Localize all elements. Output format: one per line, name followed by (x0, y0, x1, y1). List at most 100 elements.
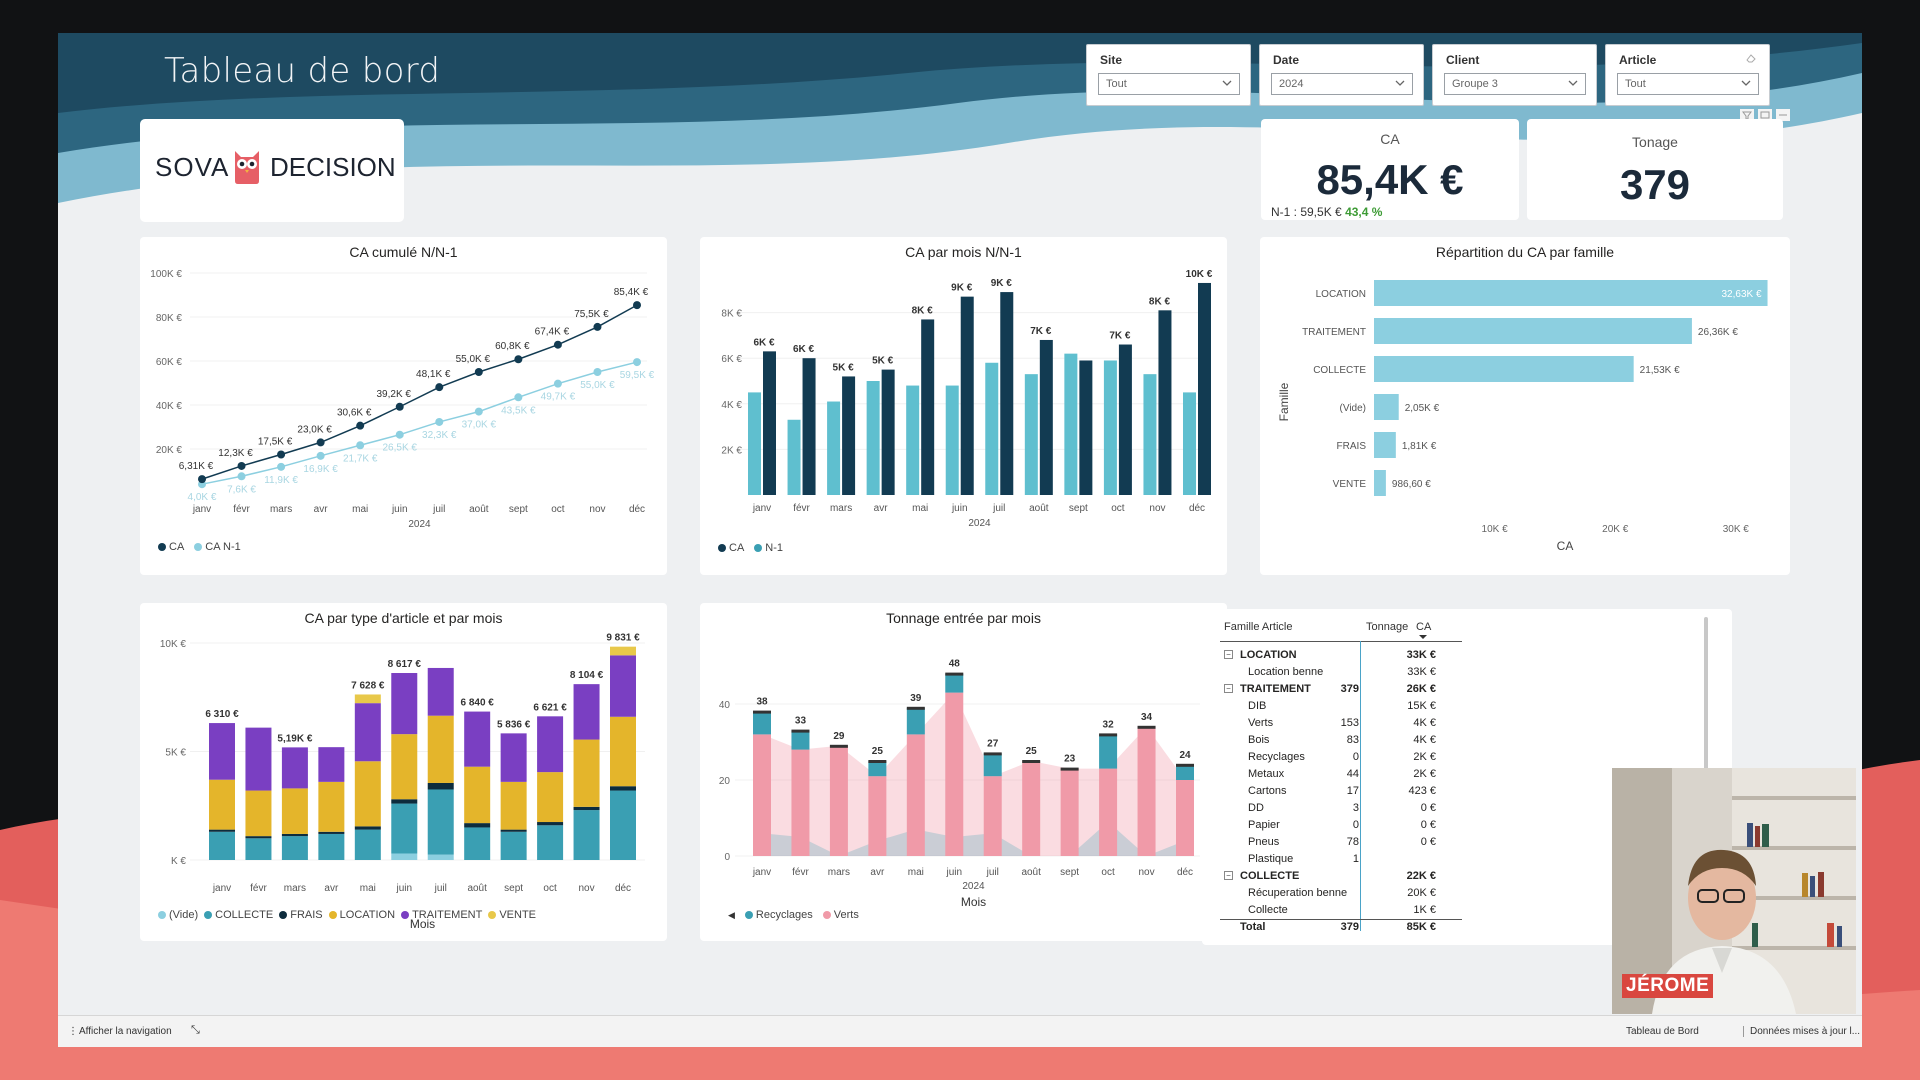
legend-item-frais[interactable]: FRAIS (279, 909, 323, 921)
legend-swatch (488, 911, 497, 919)
chart-ca-par-mois[interactable]: CA par mois N/N-1 2K € 4K € 6K € 8K € 6K € ja… (700, 237, 1227, 575)
legend-item-vide[interactable]: (Vide) (158, 909, 198, 921)
slicer-client[interactable]: Client Groupe 3 (1432, 44, 1597, 106)
bar-ca (960, 296, 974, 495)
total-label: 7 628 € (351, 680, 385, 691)
matrix-row[interactable]: DD 3 0 € (1202, 800, 1462, 817)
y-tick-label: 40K € (156, 401, 183, 412)
legend-swatch (158, 911, 166, 919)
data-label: 67,4K € (535, 327, 570, 338)
matrix-scrollbar[interactable] (1704, 617, 1708, 772)
matrix-cell-famille: Collecte (1248, 904, 1288, 916)
chart-title: Tonnage entrée par mois (886, 610, 1041, 626)
collapse-icon[interactable]: − (1224, 684, 1233, 693)
bar-segment-traitement (537, 716, 564, 773)
matrix-header-famille[interactable]: Famille Article (1224, 621, 1293, 633)
bar-segment-location (354, 761, 381, 827)
matrix-total-row[interactable]: Total 379 85K € (1202, 919, 1462, 936)
matrix-row[interactable]: Metaux 44 2K € (1202, 766, 1462, 783)
slicer-title: Date (1273, 53, 1300, 67)
legend-item-collecte[interactable]: COLLECTE (204, 909, 273, 921)
matrix-row[interactable]: − TRAITEMENT 379 26K € (1202, 681, 1462, 698)
legend-item-vente[interactable]: VENTE (488, 909, 536, 921)
logo-card: SOVA DECISION (140, 119, 404, 222)
matrix-cell-ca: 4K € (1413, 717, 1436, 729)
data-label: 85,4K € (614, 287, 649, 298)
collapse-icon[interactable]: − (1224, 650, 1233, 659)
repartition-plot: LOCATION 32,63K € TRAITEMENT 26,36K € COLLEC… (1277, 280, 1768, 553)
visual-header-icons[interactable] (1740, 108, 1792, 122)
matrix-row[interactable]: Récuperation benne 20K € (1202, 885, 1462, 902)
bar-segment-frais (318, 831, 345, 834)
matrix-row[interactable]: − COLLECTE 22K € (1202, 868, 1462, 885)
legend-item-n1[interactable]: N-1 (754, 542, 783, 554)
show-navigation-link[interactable]: Afficher la navigation (79, 1026, 172, 1037)
data-label: 32,63K € (1721, 289, 1761, 300)
collapse-icon[interactable]: − (1224, 871, 1233, 880)
x-tick-label: févr (793, 503, 810, 514)
data-label: 32,3K € (422, 430, 457, 441)
y-tick-label: 100K € (150, 269, 182, 280)
client-dropdown[interactable]: Groupe 3 (1444, 73, 1586, 95)
matrix-cell-famille: Bois (1248, 734, 1270, 746)
legend-item-traitement[interactable]: TRAITEMENT (401, 909, 482, 921)
area-verts (762, 692, 1185, 856)
expand-icon[interactable]: ⤡ (191, 1024, 200, 1036)
legend-item-ca[interactable]: CA (158, 541, 184, 553)
slicer-title: Site (1100, 53, 1123, 67)
matrix-header-ca[interactable]: CA (1416, 621, 1432, 633)
chart-ca-cumule[interactable]: CA cumulé N/N-1 20K € 40K € 60K € 80K € 100K… (140, 237, 667, 575)
date-dropdown[interactable]: 2024 (1271, 73, 1413, 95)
data-label: 12,3K € (218, 448, 253, 459)
legend-item-ca-n1[interactable]: CA N-1 (194, 541, 241, 553)
slicer-site[interactable]: Site Tout (1086, 44, 1251, 106)
article-dropdown[interactable]: Tout (1617, 73, 1759, 95)
matrix-row[interactable]: Bois 83 4K € (1202, 732, 1462, 749)
total-label: 34 (1141, 712, 1153, 723)
legend-item-location[interactable]: LOCATION (328, 909, 395, 921)
matrix-row[interactable]: − LOCATION 33K € (1202, 647, 1462, 664)
chart-repartition[interactable]: Répartition du CA par famille LOCATION 32… (1260, 237, 1790, 575)
matrix-row[interactable]: Location benne 33K € (1202, 664, 1462, 681)
bar-segment-location (318, 781, 345, 832)
x-axis-label: Mois (961, 895, 986, 909)
legend-item-recyclages[interactable]: Recyclages (744, 909, 813, 921)
total-label: 32 (1103, 719, 1115, 730)
matrix-cell-tonnage: 1 (1352, 853, 1359, 865)
legend-scroll-left-icon[interactable]: ◀ (728, 909, 735, 920)
slicer-date[interactable]: Date 2024 (1259, 44, 1424, 106)
legend-item-verts[interactable]: Verts (822, 909, 859, 921)
matrix-row[interactable]: Recyclages 0 2K € (1202, 749, 1462, 766)
slicer-article[interactable]: Article Tout (1605, 44, 1770, 106)
bar-verts (1060, 768, 1079, 856)
data-point (316, 438, 325, 447)
bar-cap (1176, 763, 1194, 767)
current-page-label[interactable]: Tableau de Bord (1626, 1026, 1699, 1037)
site-dropdown[interactable]: Tout (1098, 73, 1240, 95)
matrix-cell-famille: COLLECTE (1240, 870, 1300, 882)
x-tick-label: mars (830, 503, 852, 514)
data-label: 43,5K € (501, 405, 536, 416)
matrix-row[interactable]: Collecte 1K € (1202, 902, 1462, 919)
matrix-row[interactable]: DIB 15K € (1202, 698, 1462, 715)
matrix-header-tonnage[interactable]: Tonnage (1366, 621, 1409, 633)
data-point (514, 393, 523, 402)
ca-cumule-plot: 20K € 40K € 60K € 80K € 100K € janv févr mars av… (150, 269, 654, 530)
chart-tonnage-entree[interactable]: Tonnage entrée par mois 0 20 40 38 janv 33 fév… (700, 603, 1227, 941)
bar-cap (906, 706, 925, 710)
matrix-row[interactable]: Cartons 17 423 € (1202, 783, 1462, 800)
eraser-icon[interactable] (1745, 52, 1757, 64)
matrix-row[interactable]: Pneus 78 0 € (1202, 834, 1462, 851)
matrix-row[interactable]: Verts 153 4K € (1202, 715, 1462, 732)
matrix-row[interactable]: Papier 0 0 € (1202, 817, 1462, 834)
chart-ca-type-article[interactable]: CA par type d'article et par mois K € 5K … (140, 603, 667, 941)
navigation-icon[interactable]: ⋮ (68, 1026, 78, 1037)
bar-segment-vide (391, 853, 418, 860)
x-tick-label: avr (870, 867, 885, 878)
legend-item-ca[interactable]: CA (718, 542, 744, 554)
matrix-row[interactable]: Plastique 1 (1202, 851, 1462, 868)
bar-ca (1198, 282, 1211, 495)
bar-verts (791, 749, 810, 856)
data-point (553, 379, 562, 388)
